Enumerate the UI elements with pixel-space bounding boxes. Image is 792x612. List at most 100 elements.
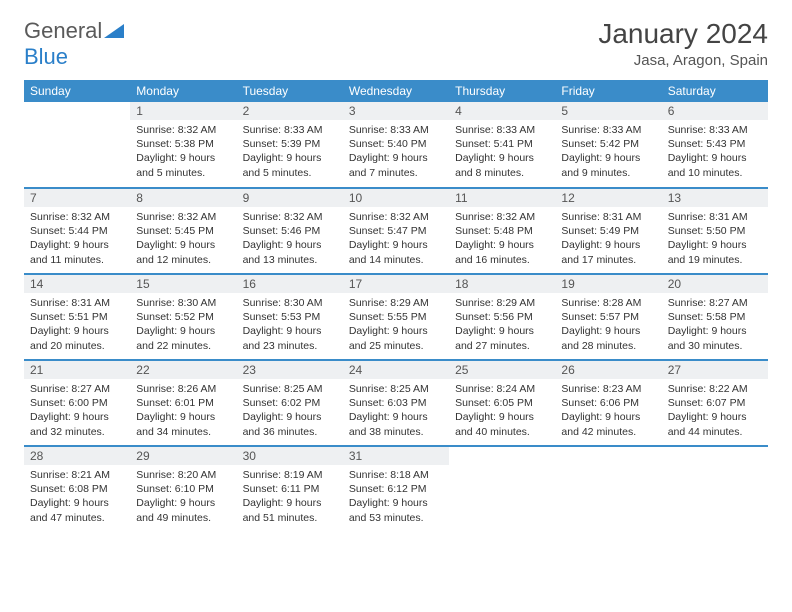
day-body: Sunrise: 8:32 AMSunset: 5:47 PMDaylight:…	[343, 207, 449, 273]
day-number: 7	[24, 189, 130, 207]
calendar-cell: 17Sunrise: 8:29 AMSunset: 5:55 PMDayligh…	[343, 274, 449, 360]
day-body: Sunrise: 8:32 AMSunset: 5:45 PMDaylight:…	[130, 207, 236, 273]
calendar-cell: 18Sunrise: 8:29 AMSunset: 5:56 PMDayligh…	[449, 274, 555, 360]
weekday-header: Wednesday	[343, 80, 449, 102]
day-number: 14	[24, 275, 130, 293]
day-number: 4	[449, 102, 555, 120]
brand-part1: General	[24, 18, 102, 43]
calendar-cell: 5Sunrise: 8:33 AMSunset: 5:42 PMDaylight…	[555, 102, 661, 188]
weekday-header: Monday	[130, 80, 236, 102]
calendar-cell: 15Sunrise: 8:30 AMSunset: 5:52 PMDayligh…	[130, 274, 236, 360]
calendar-cell: 24Sunrise: 8:25 AMSunset: 6:03 PMDayligh…	[343, 360, 449, 446]
day-body: Sunrise: 8:33 AMSunset: 5:42 PMDaylight:…	[555, 120, 661, 186]
day-number: 5	[555, 102, 661, 120]
day-body: Sunrise: 8:24 AMSunset: 6:05 PMDaylight:…	[449, 379, 555, 445]
day-body: Sunrise: 8:25 AMSunset: 6:03 PMDaylight:…	[343, 379, 449, 445]
weekday-header-row: SundayMondayTuesdayWednesdayThursdayFrid…	[24, 80, 768, 102]
calendar-cell: 22Sunrise: 8:26 AMSunset: 6:01 PMDayligh…	[130, 360, 236, 446]
day-body: Sunrise: 8:32 AMSunset: 5:44 PMDaylight:…	[24, 207, 130, 273]
day-body: Sunrise: 8:27 AMSunset: 6:00 PMDaylight:…	[24, 379, 130, 445]
calendar-cell: 6Sunrise: 8:33 AMSunset: 5:43 PMDaylight…	[662, 102, 768, 188]
day-number: 26	[555, 361, 661, 379]
calendar-cell: 23Sunrise: 8:25 AMSunset: 6:02 PMDayligh…	[237, 360, 343, 446]
calendar-cell: 1Sunrise: 8:32 AMSunset: 5:38 PMDaylight…	[130, 102, 236, 188]
day-number: 3	[343, 102, 449, 120]
calendar-cell	[662, 446, 768, 532]
day-body: Sunrise: 8:29 AMSunset: 5:55 PMDaylight:…	[343, 293, 449, 359]
calendar-cell: 8Sunrise: 8:32 AMSunset: 5:45 PMDaylight…	[130, 188, 236, 274]
day-body: Sunrise: 8:31 AMSunset: 5:50 PMDaylight:…	[662, 207, 768, 273]
calendar-cell	[555, 446, 661, 532]
day-body: Sunrise: 8:28 AMSunset: 5:57 PMDaylight:…	[555, 293, 661, 359]
calendar-cell: 10Sunrise: 8:32 AMSunset: 5:47 PMDayligh…	[343, 188, 449, 274]
day-number: 11	[449, 189, 555, 207]
day-number: 17	[343, 275, 449, 293]
day-number: 6	[662, 102, 768, 120]
day-number: 20	[662, 275, 768, 293]
day-body: Sunrise: 8:33 AMSunset: 5:41 PMDaylight:…	[449, 120, 555, 186]
day-body: Sunrise: 8:26 AMSunset: 6:01 PMDaylight:…	[130, 379, 236, 445]
brand-logo: General Blue	[24, 18, 124, 70]
day-number: 28	[24, 447, 130, 465]
day-number: 10	[343, 189, 449, 207]
day-number: 13	[662, 189, 768, 207]
day-number: 27	[662, 361, 768, 379]
day-body: Sunrise: 8:30 AMSunset: 5:52 PMDaylight:…	[130, 293, 236, 359]
day-body: Sunrise: 8:33 AMSunset: 5:40 PMDaylight:…	[343, 120, 449, 186]
day-body: Sunrise: 8:29 AMSunset: 5:56 PMDaylight:…	[449, 293, 555, 359]
triangle-icon	[104, 18, 124, 44]
day-number: 21	[24, 361, 130, 379]
day-body: Sunrise: 8:22 AMSunset: 6:07 PMDaylight:…	[662, 379, 768, 445]
day-number: 16	[237, 275, 343, 293]
day-number: 12	[555, 189, 661, 207]
calendar-cell: 26Sunrise: 8:23 AMSunset: 6:06 PMDayligh…	[555, 360, 661, 446]
calendar-table: SundayMondayTuesdayWednesdayThursdayFrid…	[24, 80, 768, 532]
month-title: January 2024	[598, 18, 768, 50]
day-body: Sunrise: 8:27 AMSunset: 5:58 PMDaylight:…	[662, 293, 768, 359]
calendar-cell: 31Sunrise: 8:18 AMSunset: 6:12 PMDayligh…	[343, 446, 449, 532]
calendar-cell	[449, 446, 555, 532]
calendar-cell: 28Sunrise: 8:21 AMSunset: 6:08 PMDayligh…	[24, 446, 130, 532]
calendar-cell: 13Sunrise: 8:31 AMSunset: 5:50 PMDayligh…	[662, 188, 768, 274]
calendar-cell: 11Sunrise: 8:32 AMSunset: 5:48 PMDayligh…	[449, 188, 555, 274]
day-number: 31	[343, 447, 449, 465]
day-number: 23	[237, 361, 343, 379]
brand-part2: Blue	[24, 44, 68, 69]
calendar-body: 1Sunrise: 8:32 AMSunset: 5:38 PMDaylight…	[24, 102, 768, 532]
title-block: January 2024 Jasa, Aragon, Spain	[598, 18, 768, 69]
day-body: Sunrise: 8:32 AMSunset: 5:48 PMDaylight:…	[449, 207, 555, 273]
calendar-cell: 12Sunrise: 8:31 AMSunset: 5:49 PMDayligh…	[555, 188, 661, 274]
day-body: Sunrise: 8:25 AMSunset: 6:02 PMDaylight:…	[237, 379, 343, 445]
brand-text: General Blue	[24, 18, 124, 70]
day-number: 2	[237, 102, 343, 120]
day-number: 15	[130, 275, 236, 293]
calendar-row: 7Sunrise: 8:32 AMSunset: 5:44 PMDaylight…	[24, 188, 768, 274]
weekday-header: Friday	[555, 80, 661, 102]
calendar-cell: 29Sunrise: 8:20 AMSunset: 6:10 PMDayligh…	[130, 446, 236, 532]
calendar-cell: 21Sunrise: 8:27 AMSunset: 6:00 PMDayligh…	[24, 360, 130, 446]
day-number: 30	[237, 447, 343, 465]
calendar-cell: 20Sunrise: 8:27 AMSunset: 5:58 PMDayligh…	[662, 274, 768, 360]
day-number: 24	[343, 361, 449, 379]
day-number: 22	[130, 361, 236, 379]
calendar-cell: 27Sunrise: 8:22 AMSunset: 6:07 PMDayligh…	[662, 360, 768, 446]
day-body: Sunrise: 8:32 AMSunset: 5:46 PMDaylight:…	[237, 207, 343, 273]
day-number: 18	[449, 275, 555, 293]
day-body: Sunrise: 8:30 AMSunset: 5:53 PMDaylight:…	[237, 293, 343, 359]
day-body: Sunrise: 8:18 AMSunset: 6:12 PMDaylight:…	[343, 465, 449, 531]
day-number: 25	[449, 361, 555, 379]
weekday-header: Saturday	[662, 80, 768, 102]
calendar-cell	[24, 102, 130, 188]
calendar-cell: 7Sunrise: 8:32 AMSunset: 5:44 PMDaylight…	[24, 188, 130, 274]
weekday-header: Thursday	[449, 80, 555, 102]
weekday-header: Tuesday	[237, 80, 343, 102]
day-body: Sunrise: 8:33 AMSunset: 5:43 PMDaylight:…	[662, 120, 768, 186]
calendar-row: 14Sunrise: 8:31 AMSunset: 5:51 PMDayligh…	[24, 274, 768, 360]
calendar-cell: 25Sunrise: 8:24 AMSunset: 6:05 PMDayligh…	[449, 360, 555, 446]
calendar-cell: 14Sunrise: 8:31 AMSunset: 5:51 PMDayligh…	[24, 274, 130, 360]
calendar-cell: 19Sunrise: 8:28 AMSunset: 5:57 PMDayligh…	[555, 274, 661, 360]
day-body: Sunrise: 8:31 AMSunset: 5:49 PMDaylight:…	[555, 207, 661, 273]
calendar-cell: 16Sunrise: 8:30 AMSunset: 5:53 PMDayligh…	[237, 274, 343, 360]
day-body: Sunrise: 8:20 AMSunset: 6:10 PMDaylight:…	[130, 465, 236, 531]
calendar-cell: 9Sunrise: 8:32 AMSunset: 5:46 PMDaylight…	[237, 188, 343, 274]
